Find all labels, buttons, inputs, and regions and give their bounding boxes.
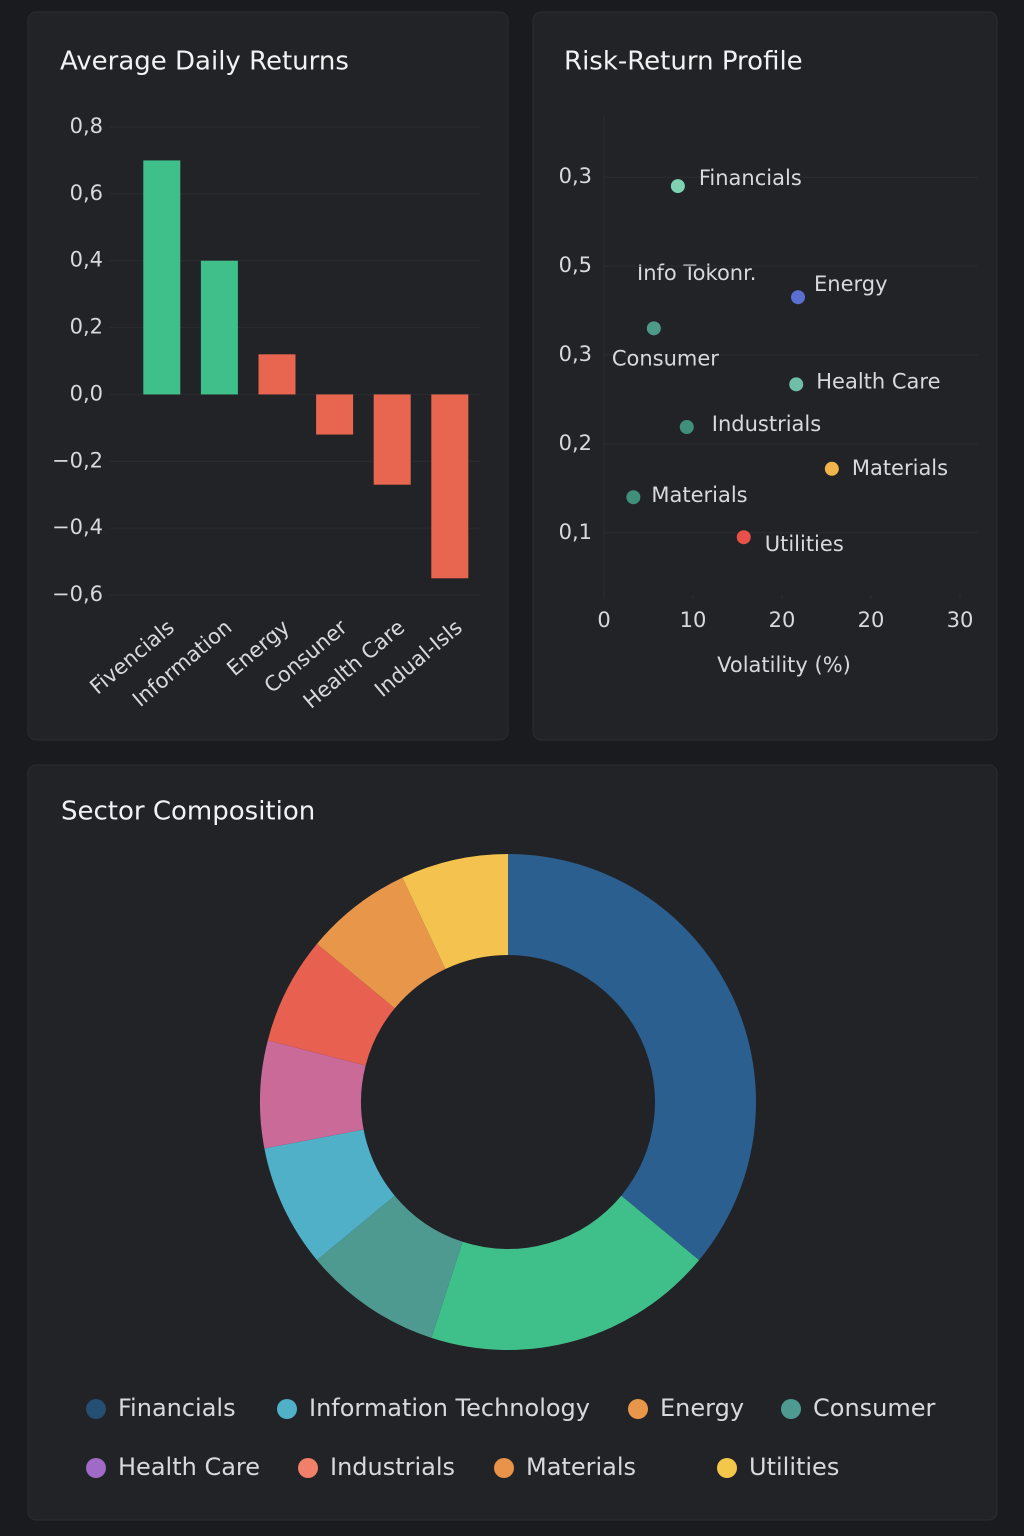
point-label: Materials [852,456,948,480]
point [789,377,804,392]
panel [27,764,998,1521]
legend-label: Industrials [330,1453,455,1481]
y-tick-label: 0,0 [70,381,103,405]
donut-slice [508,854,756,1261]
y-tick-label: −0,4 [52,515,103,539]
panel [532,11,998,741]
point-label: Health Care [816,369,940,393]
legend-swatch [494,1458,514,1478]
legend-label: Utilities [749,1453,839,1481]
legend-label: Information Technology [309,1394,590,1422]
point [736,530,751,545]
point [824,461,839,476]
y-tick-label: −0,2 [52,448,103,472]
legend-label: Materials [526,1453,636,1481]
point [626,490,641,505]
x-tick-label: 10 [680,608,707,632]
legend-swatch [277,1399,297,1419]
donut-slice [402,854,508,969]
donut-slice [260,1040,366,1149]
bar [258,354,296,395]
bar [200,260,238,395]
x-tick-label: 30 [947,608,974,632]
donut-slice [431,1195,700,1350]
annotation: Info Tokonr. [637,261,756,285]
point [646,321,661,336]
legend-swatch [781,1399,801,1419]
x-tick-label: 0 [597,608,610,632]
point [791,290,806,305]
chart-title: Average Daily Returns [60,47,349,77]
legend-label: Health Care [118,1453,260,1481]
legend-swatch [86,1458,106,1478]
y-tick-label: 0,3 [559,164,592,188]
legend-label: Consumer [813,1394,936,1422]
y-tick-label: 0,8 [70,114,103,138]
point [679,420,694,434]
legend-label: Energy [660,1394,744,1422]
donut-slice [316,877,446,1009]
y-tick-label: −0,6 [52,582,103,606]
point-label: Financials [699,166,802,190]
y-tick-label: 0,2 [70,315,103,339]
y-tick-label: 0,3 [559,342,592,366]
legend-swatch [298,1458,318,1478]
x-tick-label: 20 [769,608,796,632]
y-tick-label: 0,5 [559,253,592,277]
point-label: Energy [814,272,888,296]
chart-title: Risk-Return Profile [564,47,803,77]
bar [143,160,181,395]
donut-slice [267,943,395,1066]
legend-swatch [717,1458,737,1478]
legend-label: Financials [118,1394,236,1422]
bar [373,394,411,485]
chart-title: Sector Composition [61,797,315,827]
y-tick-label: 0,2 [559,431,592,455]
point-label: Utilities [765,532,844,556]
bar [316,394,354,435]
donut-slice [316,1195,463,1338]
y-tick-label: 0,4 [70,248,103,272]
point-label: Consumer [612,346,719,370]
y-tick-label: 0,6 [70,181,103,205]
point [670,179,685,194]
point-label: Materials [651,483,747,507]
x-axis-label: Volatility (%) [717,653,851,677]
legend-swatch [86,1399,106,1419]
legend-swatch [628,1399,648,1419]
donut-slice [264,1129,395,1261]
bar [431,394,469,579]
y-tick-label: 0,1 [559,520,592,544]
point-label: Industrials [712,412,821,436]
x-tick-label: 20 [858,608,885,632]
